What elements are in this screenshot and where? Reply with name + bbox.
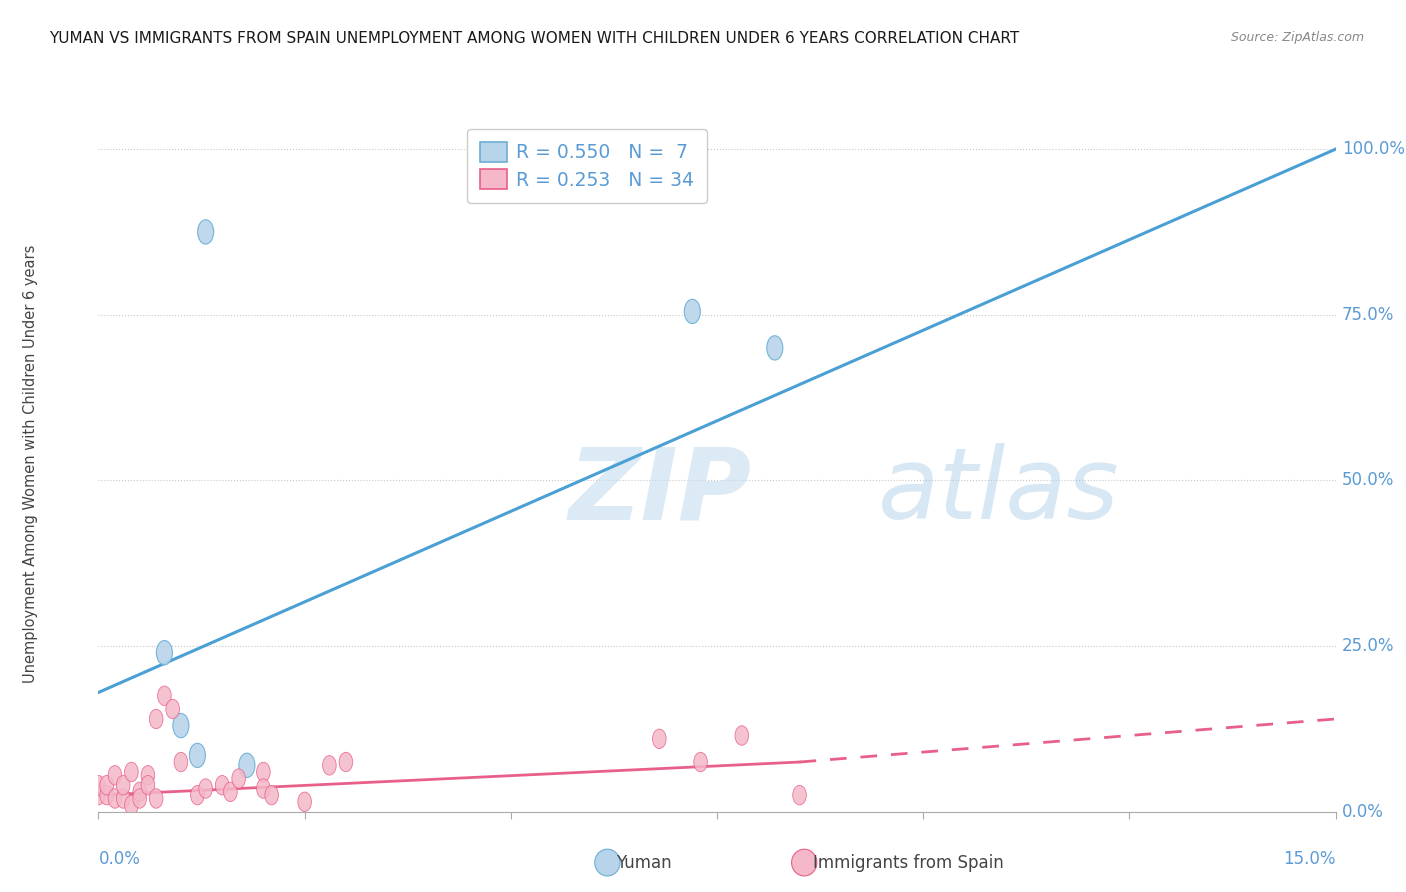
Ellipse shape (190, 743, 205, 768)
Ellipse shape (100, 775, 114, 795)
Ellipse shape (766, 335, 783, 360)
Ellipse shape (141, 775, 155, 795)
Ellipse shape (141, 765, 155, 785)
Ellipse shape (149, 789, 163, 808)
Ellipse shape (256, 763, 270, 781)
Text: 0.0%: 0.0% (1341, 803, 1384, 821)
Text: Yuman: Yuman (616, 854, 672, 871)
Ellipse shape (792, 849, 817, 876)
Ellipse shape (108, 765, 122, 785)
Text: ZIP: ZIP (568, 443, 752, 541)
Ellipse shape (198, 779, 212, 798)
Text: 100.0%: 100.0% (1341, 140, 1405, 158)
Ellipse shape (149, 709, 163, 729)
Ellipse shape (91, 786, 105, 805)
Ellipse shape (132, 789, 146, 808)
Legend: R = 0.550   N =  7, R = 0.253   N = 34: R = 0.550 N = 7, R = 0.253 N = 34 (467, 128, 707, 202)
Ellipse shape (264, 786, 278, 805)
Ellipse shape (157, 686, 172, 706)
Ellipse shape (256, 779, 270, 798)
Ellipse shape (173, 714, 188, 738)
Ellipse shape (652, 729, 666, 748)
Ellipse shape (117, 775, 129, 795)
Ellipse shape (132, 782, 146, 802)
Ellipse shape (166, 699, 180, 719)
Text: YUMAN VS IMMIGRANTS FROM SPAIN UNEMPLOYMENT AMONG WOMEN WITH CHILDREN UNDER 6 YE: YUMAN VS IMMIGRANTS FROM SPAIN UNEMPLOYM… (49, 31, 1019, 46)
Text: 25.0%: 25.0% (1341, 637, 1395, 655)
Ellipse shape (685, 299, 700, 324)
Ellipse shape (198, 219, 214, 244)
Text: 75.0%: 75.0% (1341, 306, 1395, 324)
Ellipse shape (125, 796, 138, 814)
Text: 15.0%: 15.0% (1284, 850, 1336, 868)
Ellipse shape (156, 640, 173, 665)
Ellipse shape (174, 752, 188, 772)
Text: Immigrants from Spain: Immigrants from Spain (813, 854, 1004, 871)
Ellipse shape (232, 769, 246, 789)
Ellipse shape (215, 775, 229, 795)
Ellipse shape (793, 786, 807, 805)
Text: atlas: atlas (877, 443, 1119, 541)
Ellipse shape (125, 763, 138, 781)
Ellipse shape (117, 789, 129, 808)
Ellipse shape (322, 756, 336, 775)
Ellipse shape (595, 849, 620, 876)
Text: 0.0%: 0.0% (98, 850, 141, 868)
Text: 50.0%: 50.0% (1341, 471, 1395, 490)
Ellipse shape (191, 786, 204, 805)
Ellipse shape (735, 726, 748, 745)
Ellipse shape (693, 752, 707, 772)
Text: Unemployment Among Women with Children Under 6 years: Unemployment Among Women with Children U… (22, 244, 38, 683)
Ellipse shape (298, 792, 312, 812)
Text: Source: ZipAtlas.com: Source: ZipAtlas.com (1230, 31, 1364, 45)
Ellipse shape (100, 786, 114, 805)
Ellipse shape (239, 753, 254, 778)
Ellipse shape (91, 775, 105, 795)
Ellipse shape (224, 782, 238, 802)
Ellipse shape (339, 752, 353, 772)
Ellipse shape (108, 789, 122, 808)
